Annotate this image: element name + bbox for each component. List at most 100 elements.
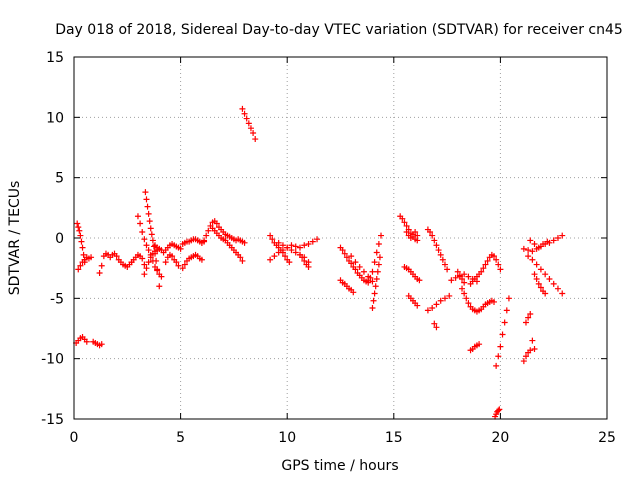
data-point <box>237 254 244 261</box>
series-s35 <box>454 268 468 286</box>
data-point <box>158 273 165 280</box>
data-point <box>239 257 246 264</box>
data-point <box>527 311 534 318</box>
data-point <box>139 228 146 235</box>
series-s13 <box>179 251 205 272</box>
data-point <box>201 237 208 244</box>
series-s39 <box>493 295 512 369</box>
data-point <box>88 254 95 261</box>
series-s29 <box>401 263 423 284</box>
data-point <box>525 314 532 321</box>
data-point <box>542 290 549 297</box>
data-point <box>476 341 483 348</box>
data-point <box>497 343 504 350</box>
data-point <box>275 249 282 256</box>
data-point <box>369 304 376 311</box>
data-point <box>433 301 440 308</box>
data-point <box>433 242 440 249</box>
data-point <box>407 235 414 241</box>
data-point <box>522 353 529 360</box>
data-point <box>279 242 286 249</box>
data-point <box>412 228 419 235</box>
data-point <box>241 110 248 117</box>
data-point <box>427 228 434 235</box>
data-point <box>275 239 282 246</box>
data-point <box>373 276 380 283</box>
data-point <box>482 261 489 268</box>
data-point <box>314 236 321 243</box>
data-point <box>360 268 367 275</box>
data-point <box>374 268 381 275</box>
data-point <box>465 273 472 280</box>
data-point <box>245 120 252 127</box>
data-point <box>544 238 551 245</box>
data-point <box>372 283 379 290</box>
data-point <box>461 279 468 286</box>
series-s17 <box>239 105 259 143</box>
data-point <box>554 285 561 292</box>
data-point <box>414 302 421 309</box>
data-point <box>559 232 566 239</box>
data-point <box>292 243 299 250</box>
x-tick-label: 25 <box>598 430 616 446</box>
data-point <box>446 292 453 299</box>
series-s12 <box>162 251 182 269</box>
data-point <box>369 278 376 285</box>
data-point <box>252 136 259 143</box>
data-point <box>416 277 423 284</box>
data-point <box>493 256 500 263</box>
data-point <box>299 254 306 261</box>
data-point <box>305 241 312 248</box>
data-point <box>554 235 561 241</box>
data-point <box>529 256 536 263</box>
data-point <box>74 220 81 227</box>
y-tick-label: 10 <box>46 110 64 126</box>
data-point <box>401 219 408 226</box>
data-point <box>301 257 308 264</box>
y-tick-labels: -15 -10 -5 0 5 10 15 <box>41 50 64 428</box>
data-point <box>529 248 536 255</box>
data-point <box>370 297 377 304</box>
x-tick-labels: 0 5 10 15 20 25 <box>70 430 616 446</box>
data-point <box>403 222 410 229</box>
data-point <box>241 239 248 246</box>
series-s31 <box>424 226 451 273</box>
data-point <box>284 244 291 251</box>
data-point <box>437 297 444 304</box>
data-point <box>531 346 538 353</box>
data-point <box>205 227 212 234</box>
data-point <box>79 244 86 251</box>
series-s9 <box>142 189 163 290</box>
data-point <box>179 265 186 272</box>
data-point <box>292 249 299 256</box>
data-point <box>149 237 156 244</box>
data-point <box>559 290 566 297</box>
data-point <box>162 259 169 266</box>
data-point <box>448 277 455 284</box>
series-s19 <box>267 236 321 263</box>
data-point <box>250 130 257 137</box>
data-point <box>499 331 506 338</box>
data-point <box>271 253 278 260</box>
data-point <box>520 245 527 252</box>
data-point <box>493 362 500 369</box>
data-point <box>288 247 295 254</box>
data-point <box>75 266 82 273</box>
data-point <box>143 196 150 203</box>
data-point <box>78 238 85 245</box>
x-tick-label: 20 <box>491 430 509 446</box>
data-point <box>198 256 205 263</box>
series-s27 <box>397 213 421 244</box>
data-point <box>267 256 274 263</box>
data-point <box>525 247 532 254</box>
series-s33 <box>431 320 440 331</box>
data-point <box>454 268 461 275</box>
data-point <box>478 268 485 275</box>
y-tick-label: 0 <box>55 231 64 247</box>
series-s15 <box>198 218 248 246</box>
series-s4 <box>73 333 90 346</box>
data-point <box>267 232 274 239</box>
data-point <box>456 272 463 279</box>
data-point <box>533 261 540 268</box>
